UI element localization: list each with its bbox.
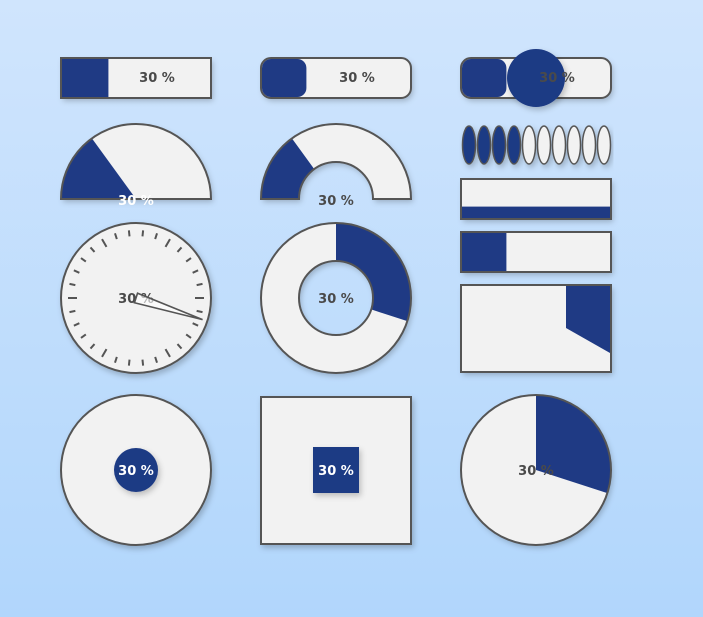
clock-tick [73,269,80,274]
clock-tick [114,233,118,240]
clock-tick [89,246,96,253]
donut-fill [336,223,411,322]
clock-tick [101,348,108,358]
clock-tick [114,356,118,363]
slider-knob [507,49,565,107]
clock-tick [164,238,171,248]
slider-label: 30 % [539,71,575,86]
segment-ellipse [506,125,522,165]
half-pie-border [59,123,213,200]
rounded-bar-fill [262,59,307,97]
donut-label: 30 % [318,292,354,307]
clock-tick [73,322,80,327]
donut-gauge: 30 % [260,222,412,374]
rounded-bar-border [260,57,412,99]
segment-ellipse [536,125,552,165]
clock-tick [185,257,192,263]
segmented-ellipse-indicator [461,125,612,165]
clock-tick [69,282,76,287]
clock-tick [164,348,171,358]
slider-progress-bar: 30 % [460,49,612,107]
linear-progress-bar: 30 % [60,57,212,99]
growing-square-fill [313,447,359,493]
clock-tick [69,309,76,314]
clock-tick [192,322,199,327]
rounded-bar-label: 30 % [339,71,375,86]
linear-bar-label: 30 % [139,71,175,86]
clock-gauge: 30 % [60,222,212,374]
segment-ellipse [461,125,477,165]
polygon-box-fill [566,286,610,353]
half-ring-label: 30 % [318,194,354,209]
half-pie-fill [61,138,136,199]
clock-ticks [68,230,204,366]
polygon-box-border [460,284,612,373]
clock-tick [141,230,145,237]
bottom-fill-border [460,178,612,220]
bottom-fill-bar [460,178,612,220]
bottom-fill-fill [462,206,610,218]
pie-fill [536,395,611,494]
clock-tick [141,359,145,366]
linear-bar-fill [62,59,109,97]
half-pie-gauge: 30 % [59,123,213,209]
clock-tick [127,359,131,366]
growing-circle-indicator: 30 % [60,394,212,546]
half-pie-label: 30 % [118,194,154,209]
segment-ellipse [581,125,597,165]
clock-tick [196,282,203,287]
segment-ellipse [521,125,537,165]
clock-tick [154,233,158,240]
clock-tick [80,333,87,339]
clock-tick [154,356,158,363]
donut-inner-border [298,260,374,336]
segment-ellipse [551,125,567,165]
segment-ellipse [491,125,507,165]
rounded-progress-bar: 30 % [260,57,412,99]
pie-border [460,394,612,546]
donut-outer-border [260,222,412,374]
clock-hand [133,292,203,321]
polygon-fill-box [460,284,612,373]
pie-gauge: 30 % [460,394,612,546]
left-fill-fill [462,233,507,271]
left-fill-border [460,231,612,273]
segment-ellipse [566,125,582,165]
growing-square-label: 30 % [318,464,354,479]
slider-fill [462,59,507,97]
half-ring-fill [261,138,315,199]
clock-tick [185,333,192,339]
half-ring-gauge: 30 % [259,123,413,209]
growing-square-indicator: 30 % [260,396,412,545]
clock-tick [176,246,183,253]
clock-tick [196,309,203,314]
growing-circle-fill [114,448,158,492]
segment-ellipse [476,125,492,165]
clock-tick [80,257,87,263]
clock-tick [192,269,199,274]
half-ring-border [259,123,413,200]
pie-label: 30 % [518,464,554,479]
clock-tick [176,343,183,350]
growing-circle-label: 30 % [118,464,154,479]
linear-bar-border [60,57,212,99]
left-fill-bar [460,231,612,273]
clock-tick [101,238,108,248]
clock-tick [89,343,96,350]
clock-tick [127,230,131,237]
segment-ellipse [596,125,612,165]
